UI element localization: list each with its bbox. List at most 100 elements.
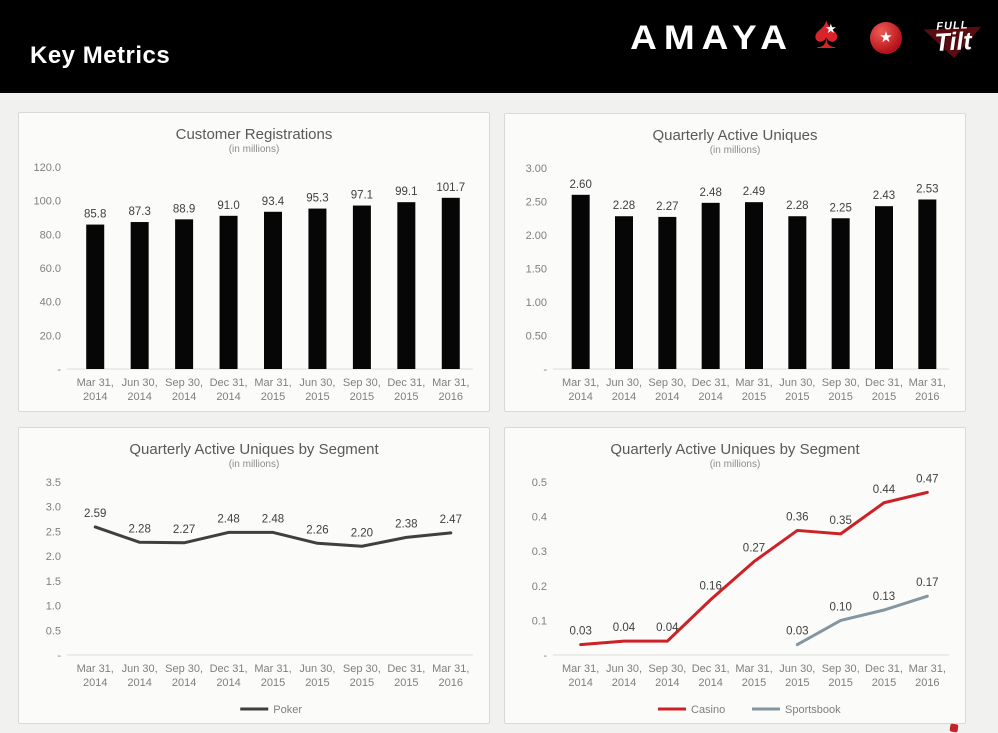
- x-tick-label: Dec 31,: [387, 377, 425, 389]
- value-label: 2.38: [395, 518, 417, 530]
- x-tick-label: Mar 31,: [909, 377, 946, 389]
- y-tick-label: 0.2: [532, 581, 547, 593]
- x-tick-label: Mar 31,: [254, 663, 291, 675]
- page-title: Key Metrics: [30, 41, 171, 69]
- bar: [441, 197, 460, 369]
- value-label: 0.36: [786, 511, 808, 523]
- value-label: 2.48: [699, 187, 721, 199]
- value-label: 0.16: [699, 581, 721, 593]
- y-tick-label: 0.3: [532, 546, 547, 558]
- line-sportsbook: [795, 594, 929, 647]
- y-tick-label: 40.0: [40, 297, 61, 309]
- bar: [571, 194, 590, 369]
- x-tick-label: 2014: [127, 677, 151, 689]
- value-label: 2.49: [743, 186, 765, 198]
- value-label: 2.25: [829, 202, 851, 214]
- x-tick-label: 2014: [655, 391, 679, 403]
- y-tick-label: 120.0: [33, 162, 61, 174]
- value-label: 2.48: [217, 513, 239, 525]
- chart-panel-customer-registrations: Customer Registrations (in millions) 120…: [18, 112, 490, 412]
- chart-subtitle: (in millions): [228, 459, 280, 470]
- chart-title: Quarterly Active Uniques by Segment: [610, 441, 860, 458]
- x-tick-label: Mar 31,: [254, 377, 291, 389]
- value-label: 87.3: [128, 206, 150, 218]
- x-tick-label: 2016: [915, 391, 939, 403]
- value-label: 93.4: [262, 196, 285, 208]
- chart-title: Customer Registrations: [175, 126, 333, 143]
- value-label: 0.03: [569, 626, 591, 638]
- x-tick-label: 2014: [83, 391, 107, 403]
- x-tick-label: Mar 31,: [735, 663, 772, 675]
- x-tick-label: Sep 30,: [165, 377, 203, 389]
- value-label: 2.27: [656, 201, 678, 213]
- x-tick-label: Sep 30,: [822, 377, 860, 389]
- value-label: 88.9: [173, 203, 195, 215]
- x-tick-label: Dec 31,: [692, 377, 730, 389]
- x-tick-label: 2014: [172, 677, 196, 689]
- x-tick-label: Mar 31,: [909, 663, 946, 675]
- x-tick-label: 2015: [828, 677, 852, 689]
- chart-plot-area: 3.00 2.50 2.00 1.50 1.00 0.50 - 2.60 2.28 2.27 2.4…: [509, 160, 961, 409]
- x-tick-label: 2015: [872, 677, 896, 689]
- value-label: 0.04: [613, 622, 636, 634]
- value-label: 2.48: [262, 513, 284, 525]
- bar: [875, 206, 893, 369]
- value-label: 91.0: [217, 200, 239, 212]
- x-tick-label: Sep 30,: [648, 663, 686, 675]
- bar: [219, 215, 238, 369]
- bar: [397, 202, 416, 369]
- bar: [701, 202, 720, 369]
- chart-title: Quarterly Active Uniques by Segment: [129, 441, 379, 458]
- x-tick-label: Mar 31,: [562, 377, 599, 389]
- y-tick-label: 60.0: [40, 263, 61, 275]
- line-poker: [93, 525, 453, 548]
- bar: [745, 202, 763, 369]
- x-tick-label: Jun 30,: [606, 663, 642, 675]
- chart-plot-area: 3.5 3.0 2.5 2.0 1.5 1.0 0.5 - 2.59 2.28 2.27 2.48 2.…: [23, 474, 485, 721]
- bar: [130, 222, 149, 369]
- value-label: 2.28: [613, 200, 635, 212]
- x-tick-label: 2014: [698, 677, 722, 689]
- x-tick-label: 2015: [350, 677, 374, 689]
- bar: [308, 208, 327, 369]
- x-tick-label: 2014: [568, 677, 592, 689]
- value-label: 0.47: [916, 474, 938, 485]
- x-tick-label: Jun 30,: [122, 663, 158, 675]
- y-tick-label: 0.1: [532, 615, 547, 627]
- y-tick-label: 0.50: [526, 331, 547, 343]
- x-tick-label: 2014: [127, 391, 151, 403]
- spade-glyph: ♠: [814, 6, 839, 58]
- fulltilt-text-bottom: Tilt: [933, 26, 973, 57]
- x-tick-label: Jun 30,: [779, 663, 815, 675]
- corner-mark: [949, 723, 959, 733]
- bar: [264, 211, 282, 369]
- value-label: 97.1: [351, 190, 373, 202]
- brand-logos: AMAYA ♠ ★ ★ FULL Tilt: [630, 8, 984, 68]
- x-tick-label: Dec 31,: [210, 377, 248, 389]
- value-label: 99.1: [395, 186, 417, 198]
- y-tick-label: 80.0: [40, 229, 61, 241]
- x-tick-label: 2015: [785, 677, 809, 689]
- y-tick-label: 2.0: [46, 551, 61, 563]
- x-tick-label: Mar 31,: [432, 377, 469, 389]
- value-label: 0.04: [656, 622, 679, 634]
- value-label: 0.10: [829, 601, 851, 613]
- y-tick-label: 20.0: [40, 330, 61, 342]
- line-casino: [579, 490, 929, 647]
- x-tick-label: 2015: [394, 391, 418, 403]
- chart-canvas-uniques-by-segment-poker: 3.5 3.0 2.5 2.0 1.5 1.0 0.5 - 2.59 2.28 2.27 2.48 2.…: [46, 477, 473, 716]
- x-tick-label: Jun 30,: [606, 377, 642, 389]
- x-tick-label: 2015: [785, 391, 809, 403]
- x-tick-label: 2015: [742, 391, 766, 403]
- value-label: 2.27: [173, 524, 195, 536]
- value-label: 0.27: [743, 543, 765, 555]
- x-tick-label: Dec 31,: [865, 377, 903, 389]
- y-tick-label: 100.0: [33, 196, 61, 208]
- value-label: 2.53: [916, 183, 938, 195]
- value-label: 85.8: [84, 209, 106, 221]
- legend-label: Poker: [273, 704, 302, 716]
- x-tick-label: 2015: [305, 677, 329, 689]
- y-tick-label: 1.0: [46, 601, 61, 613]
- value-label: 101.7: [436, 182, 465, 194]
- x-tick-label: 2016: [439, 677, 463, 689]
